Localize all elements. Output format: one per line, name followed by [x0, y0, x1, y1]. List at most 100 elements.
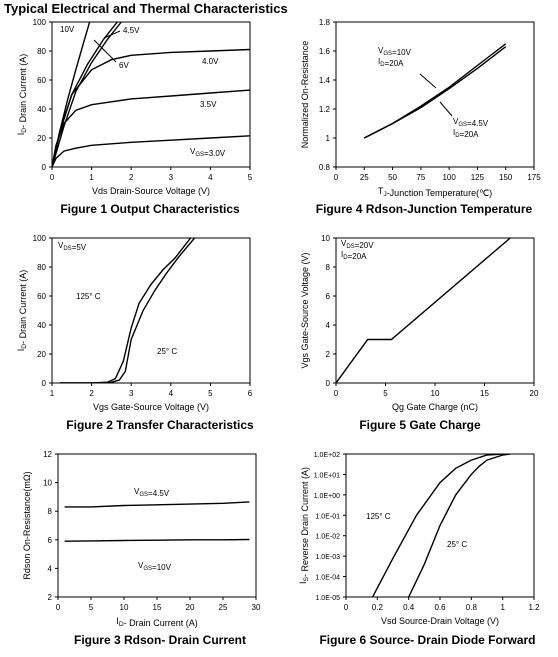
fig6-series-line-0	[371, 454, 503, 597]
fig5-y-tick-label: 10	[321, 234, 330, 243]
fig5-y-tick-label: 2	[326, 350, 331, 359]
fig4-y-tick-label: 1.6	[319, 47, 331, 56]
fig3-y-tick-label: 8	[48, 507, 53, 516]
fig1-chart: 0 1 2 3 4 5 0 20 40 60 80 100 Vds Drain-Source Volta…	[16, 18, 253, 196]
fig4-label-vgs10: VGS=10V	[378, 46, 412, 57]
fig6-x-tick-label: 0.2	[372, 603, 384, 612]
figure1-caption: Figure 1 Output Characteristics	[60, 202, 240, 216]
fig1-y-tick-label: 40	[37, 105, 46, 114]
fig2-y-tick-label: 0	[42, 379, 47, 388]
fig6-y-tick-label: 1.0E+00	[314, 493, 340, 500]
fig4-x-tick-label: 100	[442, 173, 456, 182]
fig1-series-line-5	[52, 135, 250, 167]
fig5-y-axis-label: Vgs Gate-Source Voltage (V)	[300, 252, 310, 368]
fig3-chart: 0 5 10 15 20 25 30 2 4 6 8 10 12 ID- Drain Current (A…	[22, 450, 261, 628]
fig1-x-tick-label: 5	[248, 173, 253, 182]
fig2-y-tick-label: 40	[37, 321, 46, 330]
fig3-label-vgs10: VGS=10V	[138, 561, 172, 572]
fig1-series-line-4	[52, 89, 250, 167]
fig2-x-tick-label: 3	[129, 389, 134, 398]
fig1-x-tick-label: 2	[129, 173, 134, 182]
fig2-x-tick-label: 2	[89, 389, 94, 398]
fig1-arrow-6v	[93, 39, 117, 63]
fig4-y-tick-label: 1	[326, 134, 331, 143]
fig3-y-tick-label: 4	[48, 564, 53, 573]
fig1-series-line-3	[52, 48, 250, 167]
fig1-series-line-2	[52, 22, 118, 167]
fig2-x-tick-label: 6	[248, 389, 253, 398]
fig5-label-id: ID=20A	[341, 250, 367, 261]
fig6-chart: 0 0.2 0.4 0.6 0.8 1 1.2 1.0E-05 1.0E-04 1.0E-03 1.…	[298, 452, 540, 626]
fig6-x-tick-label: 1.2	[528, 603, 540, 612]
fig3-x-tick-label: 0	[56, 603, 61, 612]
figure3-caption: Figure 3 Rdson- Drain Current	[73, 633, 246, 647]
fig2-y-axis-label: ID- Drain Current (A)	[16, 270, 28, 351]
fig6-y-tick-label: 1.0E-04	[315, 575, 340, 582]
fig2-x-tick-label: 5	[208, 389, 213, 398]
page-title: Typical Electrical and Thermal Character…	[4, 1, 288, 16]
fig2-y-tick-label: 20	[37, 350, 46, 359]
fig2-y-tick-label: 60	[37, 292, 46, 301]
fig4-arrow-10v	[419, 73, 437, 89]
fig5-x-tick-label: 15	[480, 389, 489, 398]
fig4-y-tick-label: 0.8	[319, 163, 331, 172]
fig1-x-axis-label: Vds Drain-Source Voltage (V)	[92, 186, 210, 196]
fig3-x-tick-label: 10	[120, 603, 129, 612]
fig1-y-tick-label: 100	[33, 18, 47, 27]
fig1-arrow-4-5v	[103, 30, 121, 39]
fig6-x-tick-label: 0.6	[434, 603, 446, 612]
fig4-x-tick-label: 50	[388, 173, 397, 182]
fig6-y-tick-label: 1.0E-05	[315, 595, 340, 602]
fig1-series-line-1	[52, 22, 122, 167]
fig1-x-tick-label: 0	[50, 173, 55, 182]
fig4-y-tick-label: 1.2	[319, 105, 331, 114]
figure6-caption: Figure 6 Source- Drain Diode Forward	[319, 633, 536, 647]
fig3-x-axis-label: ID- Drain Current (A)	[116, 616, 197, 628]
fig5-x-tick-label: 0	[334, 389, 339, 398]
fig6-label-125c: 125° C	[366, 512, 391, 521]
fig6-y-tick-label: 1.0E-02	[315, 534, 340, 541]
fig4-y-axis-label: Normalized On-Resistance	[300, 41, 310, 149]
fig5-x-tick-label: 20	[530, 389, 539, 398]
fig2-x-tick-label: 4	[169, 389, 174, 398]
fig4-x-tick-label: 175	[527, 173, 541, 182]
fig4-y-tick-label: 1.8	[319, 18, 331, 27]
fig4-plot-frame	[335, 21, 535, 168]
fig1-y-tick-label: 0	[42, 163, 47, 172]
fig1-label-4-0v: 4.0V	[202, 57, 219, 66]
fig6-x-tick-label: 0.4	[403, 603, 415, 612]
fig5-y-tick-label: 4	[326, 321, 331, 330]
fig3-y-tick-label: 10	[43, 479, 52, 488]
fig4-x-axis-label: TJ-Junction Temperature(℃)	[378, 186, 492, 198]
fig3-label-vgs45: VGS=4.5V	[134, 487, 170, 498]
fig2-label-125c: 125° C	[76, 292, 101, 301]
fig5-x-axis-label: Qg Gate Charge (nC)	[392, 402, 478, 412]
fig4-x-tick-label: 75	[416, 173, 425, 182]
fig6-x-axis-label: Vsd Source-Drain Voltage (V)	[381, 616, 499, 626]
fig1-y-axis-label: ID- Drain Current (A)	[16, 54, 28, 135]
fig1-x-tick-label: 3	[169, 173, 174, 182]
fig4-x-tick-label: 0	[334, 173, 339, 182]
fig3-series-line-1	[64, 538, 250, 542]
fig3-x-tick-label: 25	[219, 603, 228, 612]
figure2-caption: Figure 2 Transfer Characteristics	[66, 418, 254, 432]
fig1-label-10v: 10V	[60, 25, 75, 34]
fig2-series-line-0	[59, 238, 192, 383]
fig1-y-tick-label: 20	[37, 134, 46, 143]
fig5-x-tick-label: 5	[383, 389, 388, 398]
figure4-caption: Figure 4 Rdson-Junction Temperature	[315, 202, 533, 216]
fig5-label-vds: VDS=20V	[341, 239, 374, 250]
fig3-y-tick-label: 6	[48, 536, 53, 545]
fig1-y-tick-label: 80	[37, 47, 46, 56]
fig1-label-3-0v: VGS=3.0V	[190, 147, 226, 158]
fig5-y-tick-label: 8	[326, 263, 331, 272]
fig2-x-axis-label: Vgs Gate-Source Voltage (V)	[93, 402, 209, 412]
fig6-y-tick-label: 1.0E-03	[315, 554, 340, 561]
fig4-chart: 0 25 50 75 100 125 150 175 0.8 1 1.2 1.4 1.6 1.8 TJ-Ju…	[300, 18, 541, 198]
fig3-series-line-0	[64, 501, 250, 508]
fig4-x-tick-label: 125	[471, 173, 485, 182]
fig6-y-tick-label: 1.0E+02	[314, 452, 340, 459]
fig2-series-line-1	[59, 238, 196, 383]
fig2-y-tick-label: 100	[33, 234, 47, 243]
